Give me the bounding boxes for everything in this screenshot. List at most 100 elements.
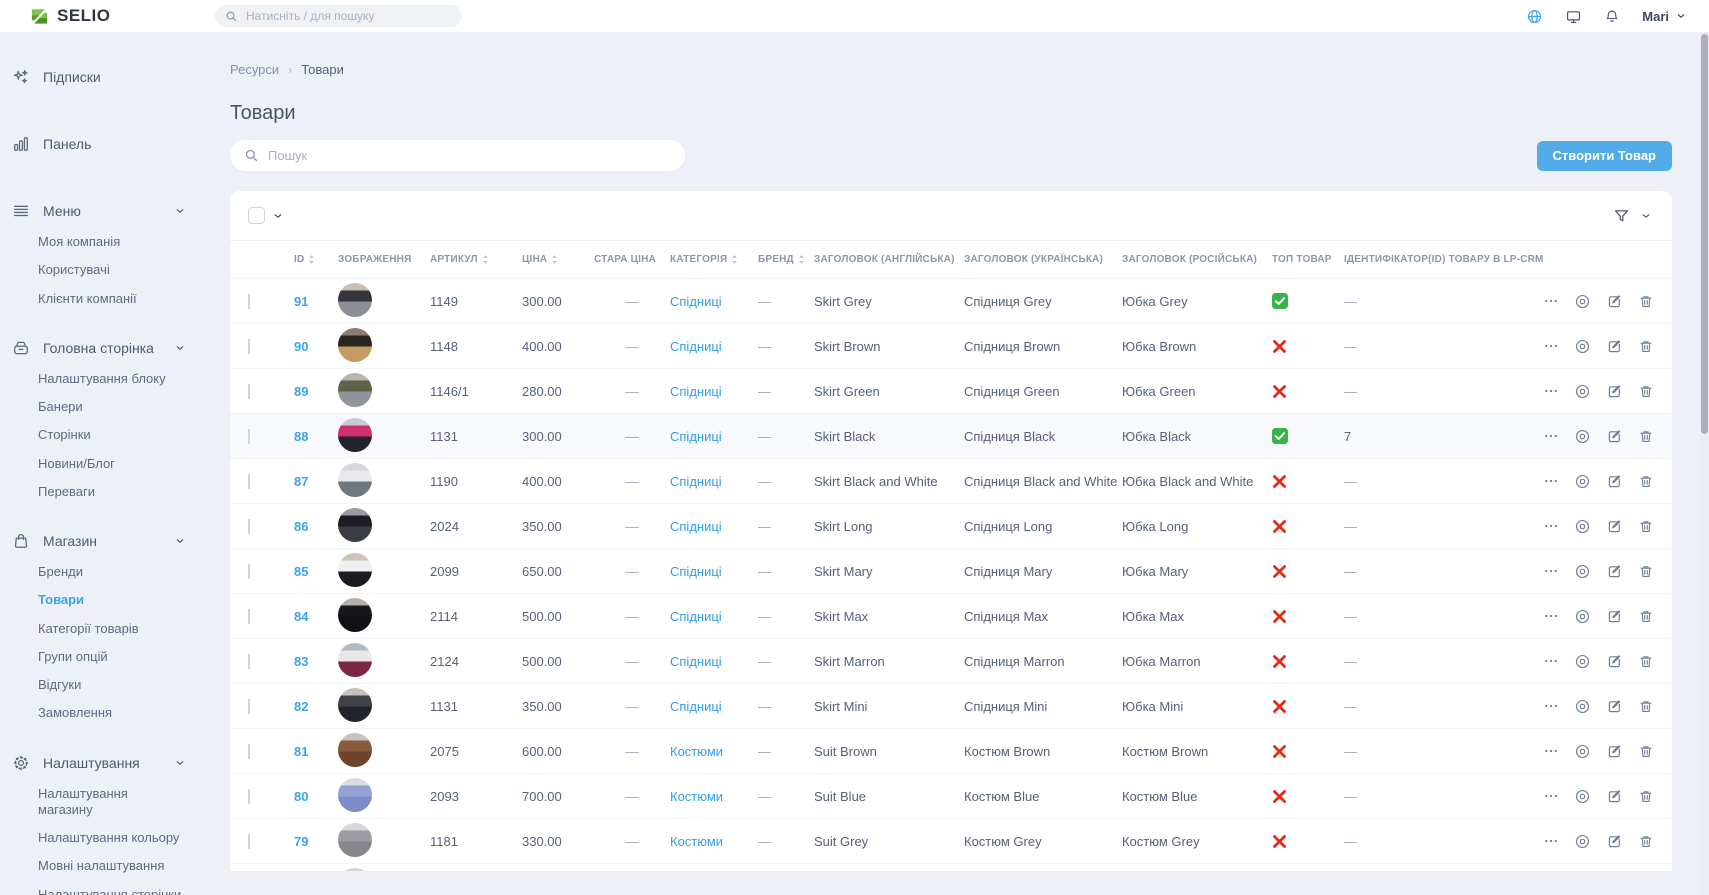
more-actions-button[interactable] — [1543, 383, 1559, 399]
product-category-link[interactable]: Спідниці — [670, 518, 722, 534]
product-category-link[interactable]: Костюми — [670, 833, 724, 849]
product-category-link[interactable]: Спідниці — [670, 473, 722, 489]
view-product-button[interactable] — [1574, 428, 1591, 445]
product-id-link[interactable]: 85 — [294, 563, 309, 579]
more-actions-button[interactable] — [1543, 473, 1559, 489]
monitor-icon[interactable] — [1565, 8, 1582, 25]
edit-product-button[interactable] — [1606, 788, 1623, 805]
product-image[interactable] — [338, 552, 372, 587]
breadcrumb-resources[interactable]: Ресурси — [230, 62, 280, 77]
edit-product-button[interactable] — [1606, 518, 1623, 535]
view-product-button[interactable] — [1574, 518, 1591, 535]
product-image[interactable] — [338, 327, 372, 362]
product-id-link[interactable]: 88 — [294, 428, 309, 444]
product-id-link[interactable]: 79 — [294, 833, 309, 849]
edit-product-button[interactable] — [1606, 653, 1623, 670]
view-product-button[interactable] — [1574, 338, 1591, 355]
product-id-link[interactable]: 89 — [294, 383, 309, 399]
product-image[interactable] — [338, 867, 372, 871]
more-actions-button[interactable] — [1543, 338, 1559, 354]
edit-product-button[interactable] — [1606, 698, 1623, 715]
sort-icon[interactable] — [551, 254, 558, 265]
product-image[interactable] — [338, 777, 372, 812]
global-search[interactable] — [215, 5, 462, 27]
products-search[interactable] — [230, 140, 685, 171]
sidebar-subitem-переваги[interactable]: Переваги — [38, 483, 96, 499]
sidebar-subitem-налаштування-кольору[interactable]: Налаштування кольору — [38, 830, 180, 845]
edit-product-button[interactable] — [1606, 563, 1623, 580]
product-category-link[interactable]: Спідниці — [670, 563, 722, 579]
global-search-input[interactable] — [246, 9, 452, 23]
view-product-button[interactable] — [1574, 383, 1591, 400]
more-actions-button[interactable] — [1543, 293, 1559, 309]
product-category-link[interactable]: Спідниці — [670, 293, 722, 309]
delete-product-button[interactable] — [1638, 293, 1654, 310]
edit-product-button[interactable] — [1606, 608, 1623, 625]
view-product-button[interactable] — [1574, 293, 1591, 310]
product-id-link[interactable]: 81 — [294, 743, 309, 759]
row-checkbox[interactable] — [248, 788, 250, 804]
selio-logo[interactable]: SELIO — [30, 6, 111, 26]
more-actions-button[interactable] — [1543, 563, 1559, 579]
more-actions-button[interactable] — [1543, 653, 1559, 669]
filter-control[interactable] — [1613, 207, 1652, 224]
sidebar-item-меню[interactable]: Меню — [0, 196, 200, 226]
delete-product-button[interactable] — [1638, 428, 1654, 445]
delete-product-button[interactable] — [1638, 473, 1654, 490]
row-checkbox[interactable] — [248, 383, 250, 399]
more-actions-button[interactable] — [1543, 608, 1559, 624]
product-id-link[interactable]: 80 — [294, 788, 309, 804]
delete-product-button[interactable] — [1638, 518, 1654, 535]
view-product-button[interactable] — [1574, 653, 1591, 670]
sidebar-item-панель[interactable]: Панель — [0, 129, 200, 159]
row-checkbox[interactable] — [248, 833, 250, 849]
product-category-link[interactable]: Спідниці — [670, 338, 722, 354]
sort-icon[interactable] — [798, 254, 805, 265]
delete-product-button[interactable] — [1638, 788, 1654, 805]
product-id-link[interactable]: 91 — [294, 293, 309, 309]
sidebar-subitem-товари[interactable]: Товари — [38, 592, 85, 608]
product-image[interactable] — [338, 642, 372, 677]
sidebar-subitem-банери[interactable]: Банери — [38, 399, 83, 414]
product-category-link[interactable]: Костюми — [670, 743, 724, 759]
sidebar-subitem-відгуки[interactable]: Відгуки — [38, 677, 82, 692]
product-category-link[interactable]: Спідниці — [670, 608, 722, 624]
sidebar-subitem-налаштування-сторінки-оформлення-замовлення[interactable]: Налаштування сторінки оформлення замовле… — [38, 886, 182, 895]
more-actions-button[interactable] — [1543, 788, 1559, 804]
product-image[interactable] — [338, 822, 372, 857]
view-product-button[interactable] — [1574, 833, 1591, 850]
product-image[interactable] — [338, 417, 372, 452]
product-image[interactable] — [338, 507, 372, 542]
row-checkbox[interactable] — [248, 518, 250, 534]
product-id-link[interactable]: 87 — [294, 473, 309, 489]
create-product-button[interactable]: Створити Товар — [1536, 140, 1672, 171]
view-product-button[interactable] — [1574, 473, 1591, 490]
sidebar-subitem-налаштування-магазину[interactable]: Налаштування магазину — [38, 785, 128, 817]
view-product-button[interactable] — [1574, 608, 1591, 625]
more-actions-button[interactable] — [1543, 428, 1559, 444]
bell-icon[interactable] — [1604, 8, 1620, 25]
scrollbar-thumb[interactable] — [1701, 34, 1708, 434]
product-id-link[interactable]: 84 — [294, 608, 309, 624]
delete-product-button[interactable] — [1638, 653, 1654, 670]
row-checkbox[interactable] — [248, 428, 250, 444]
edit-product-button[interactable] — [1606, 338, 1623, 355]
page-scrollbar[interactable] — [1700, 0, 1709, 895]
view-product-button[interactable] — [1574, 563, 1591, 580]
edit-product-button[interactable] — [1606, 473, 1623, 490]
edit-product-button[interactable] — [1606, 383, 1623, 400]
sidebar-subitem-групи-опцій[interactable]: Групи опцій — [38, 648, 108, 664]
sidebar-subitem-сторінки[interactable]: Сторінки — [38, 427, 91, 443]
product-category-link[interactable]: Спідниці — [670, 653, 722, 669]
view-product-button[interactable] — [1574, 743, 1591, 760]
user-menu[interactable]: Mari — [1642, 9, 1687, 24]
delete-product-button[interactable] — [1638, 383, 1654, 400]
product-image[interactable] — [338, 687, 372, 722]
sort-icon[interactable] — [308, 254, 315, 265]
sidebar-subitem-новини-блог[interactable]: Новини/Блог — [38, 455, 115, 471]
row-checkbox[interactable] — [248, 698, 250, 714]
product-id-link[interactable]: 82 — [294, 698, 309, 714]
products-search-input[interactable] — [268, 148, 671, 163]
product-category-link[interactable]: Спідниці — [670, 428, 722, 444]
row-checkbox[interactable] — [248, 293, 250, 309]
